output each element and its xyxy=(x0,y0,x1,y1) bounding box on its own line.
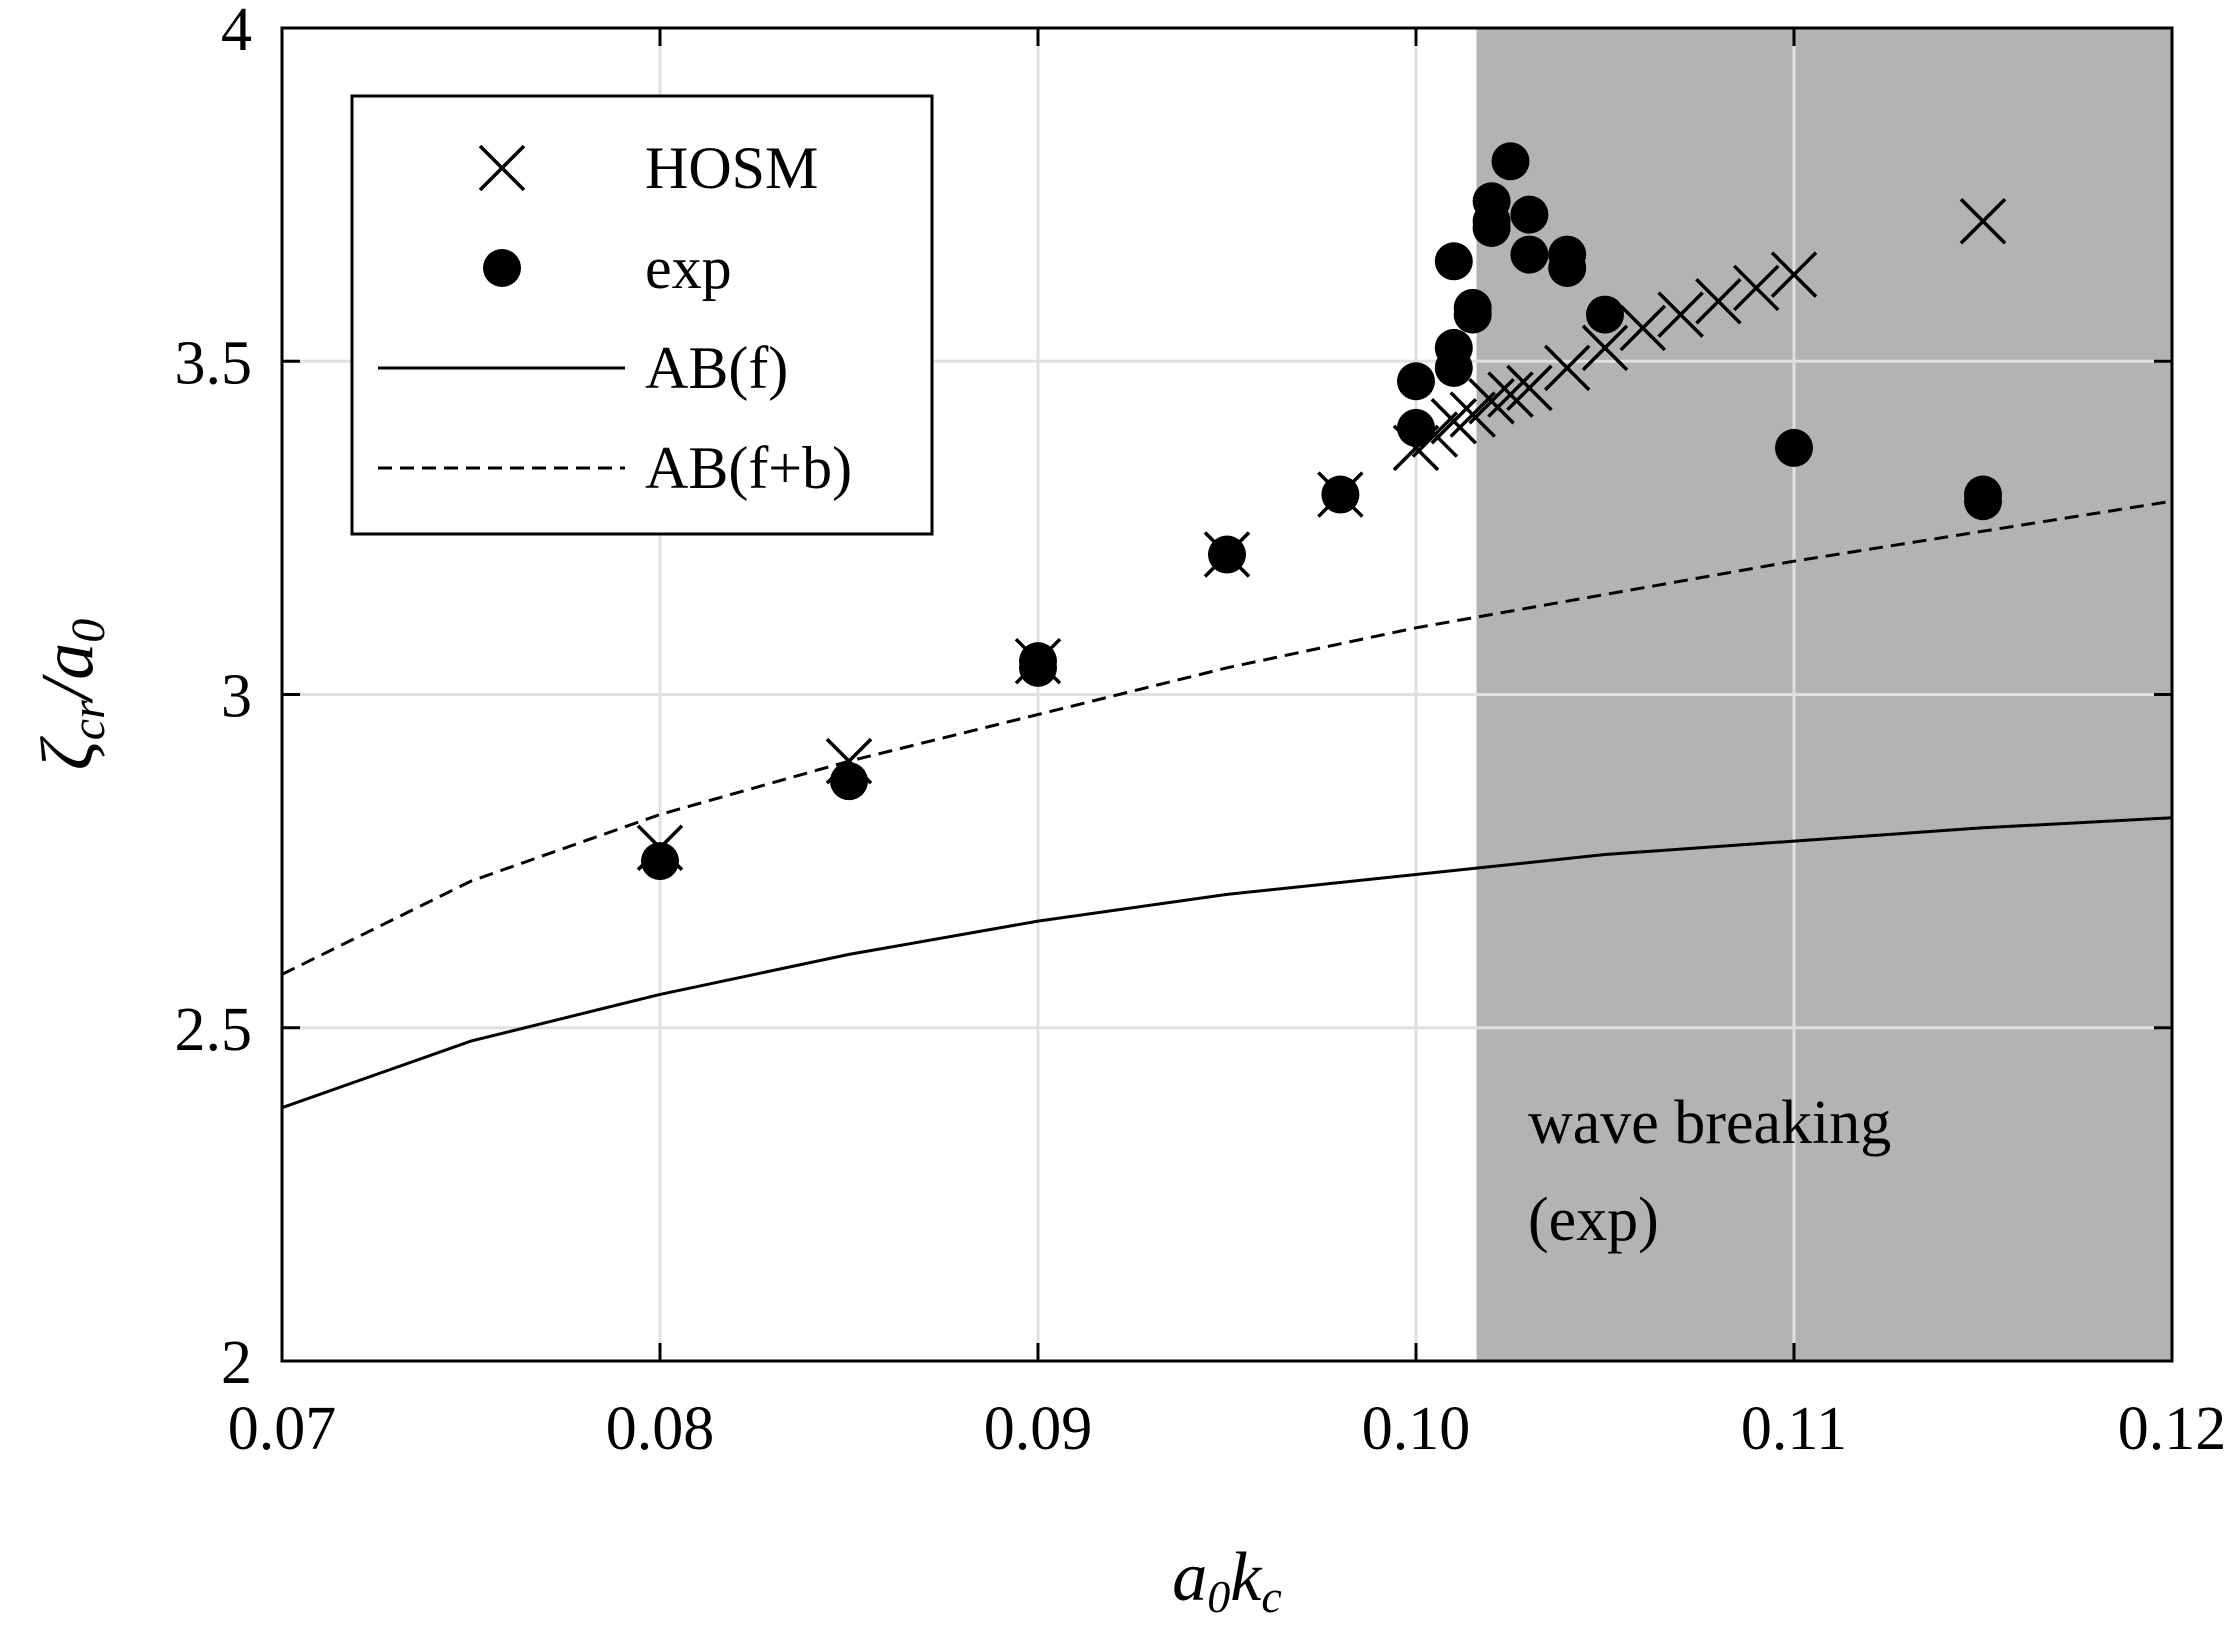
x-marker-stroke xyxy=(1959,198,2007,245)
x-axis-title-mid: k xyxy=(1230,1539,1263,1616)
legend-symbol-exp xyxy=(483,249,521,287)
hosm-point xyxy=(1543,344,1591,392)
data-markers xyxy=(636,142,2007,881)
hosm-point xyxy=(1430,397,1478,445)
hosm-point xyxy=(1487,371,1534,418)
axis-ticks: 0.07 0.08 0.09 0.10 0.11 0.12 2 2.5 3 3.5 4 xyxy=(175,0,2227,1463)
x-marker-stroke xyxy=(1506,364,1553,412)
exp-point xyxy=(1208,535,1246,574)
x-marker-stroke xyxy=(1449,391,1496,438)
exp-point xyxy=(1397,362,1435,401)
x-marker-stroke xyxy=(1581,324,1629,372)
hosm-point xyxy=(1619,304,1667,352)
region-label-line-1: wave breaking xyxy=(1528,1089,1891,1157)
y-axis-title-base: ζ xyxy=(27,735,109,770)
x-tick-label: 0.12 xyxy=(2118,1395,2227,1463)
exp-point xyxy=(830,762,868,801)
exp-point xyxy=(1510,195,1549,234)
exp-point xyxy=(1397,408,1435,447)
hosm-point xyxy=(1770,251,1818,298)
hosm-point xyxy=(1581,324,1629,372)
exp-point xyxy=(1453,288,1492,327)
x-tick-label: 0.09 xyxy=(984,1395,1093,1463)
x-marker-stroke xyxy=(1732,264,1780,312)
x-marker-stroke xyxy=(1770,251,1818,298)
legend-label-hosm: HOSM xyxy=(645,135,818,201)
region-label-line-2: (exp) xyxy=(1528,1186,1659,1254)
hosm-point xyxy=(1959,198,2007,245)
x-tick-label: 0.07 xyxy=(228,1395,337,1463)
x-tick-label: 0.10 xyxy=(1362,1395,1471,1463)
curve-ab-f xyxy=(281,816,2173,1110)
x-marker-stroke xyxy=(478,144,526,192)
legend-label-ab-fb: AB(f+b) xyxy=(645,435,852,501)
x-axis-title-sub1: 0 xyxy=(1207,1571,1230,1622)
x-marker-stroke xyxy=(1619,304,1667,352)
legend-symbols xyxy=(378,144,625,470)
legend-symbol-hosm xyxy=(478,144,526,192)
exp-point xyxy=(641,842,679,881)
curve-ab-f-b xyxy=(281,499,2173,976)
exp-point xyxy=(1510,235,1549,274)
y-tick-label: 2.5 xyxy=(175,996,253,1064)
exp-point xyxy=(1775,428,1813,467)
exp-point xyxy=(1434,328,1473,367)
x-marker-stroke xyxy=(1543,344,1591,392)
x-marker-stroke xyxy=(1695,278,1742,325)
hosm-point xyxy=(1695,278,1742,325)
x-marker-stroke xyxy=(1411,411,1459,458)
legend: HOSM exp AB(f) AB(f+b) xyxy=(350,94,934,536)
y-tick-label: 4 xyxy=(221,0,252,64)
y-tick-label: 2 xyxy=(221,1329,252,1397)
exp-point xyxy=(1586,295,1624,334)
exp-point xyxy=(1491,142,1530,181)
hosm-point xyxy=(1732,264,1780,312)
x-axis-title-sub2: c xyxy=(1261,1571,1281,1622)
x-tick-label: 0.08 xyxy=(606,1395,715,1463)
legend-box xyxy=(350,94,934,536)
legend-label-exp: exp xyxy=(645,235,732,301)
y-axis-title-sub1: cr xyxy=(62,700,115,740)
exp-point xyxy=(1548,235,1587,274)
exp-point xyxy=(1019,642,1057,681)
hosm-point xyxy=(1657,291,1704,338)
x-tick-label: 0.11 xyxy=(1741,1395,1847,1463)
exp-point xyxy=(1434,242,1473,281)
x-marker-stroke xyxy=(1430,397,1478,445)
hosm-point xyxy=(1468,378,1515,425)
exp-point xyxy=(1472,182,1511,221)
x-axis-title-base: a xyxy=(1172,1539,1207,1616)
theory-curves xyxy=(281,499,2173,1110)
y-tick-label: 3.5 xyxy=(175,329,253,397)
y-tick-label: 3 xyxy=(221,663,252,731)
exp-point xyxy=(1321,475,1360,514)
x-marker-stroke xyxy=(1657,291,1704,338)
hosm-point xyxy=(1506,364,1553,412)
y-axis-title: ζcr/a0 xyxy=(27,619,115,771)
hosm-point xyxy=(1449,391,1496,438)
exp-point xyxy=(1964,475,2002,514)
legend-label-ab-f: AB(f) xyxy=(645,335,788,401)
x-marker-stroke xyxy=(1487,371,1534,418)
y-axis-title-mid: /a xyxy=(27,643,109,705)
y-axis-title-sub2: 0 xyxy=(62,619,115,643)
x-marker-stroke xyxy=(1468,378,1515,425)
x-axis-title: a0kc xyxy=(1172,1539,1282,1622)
